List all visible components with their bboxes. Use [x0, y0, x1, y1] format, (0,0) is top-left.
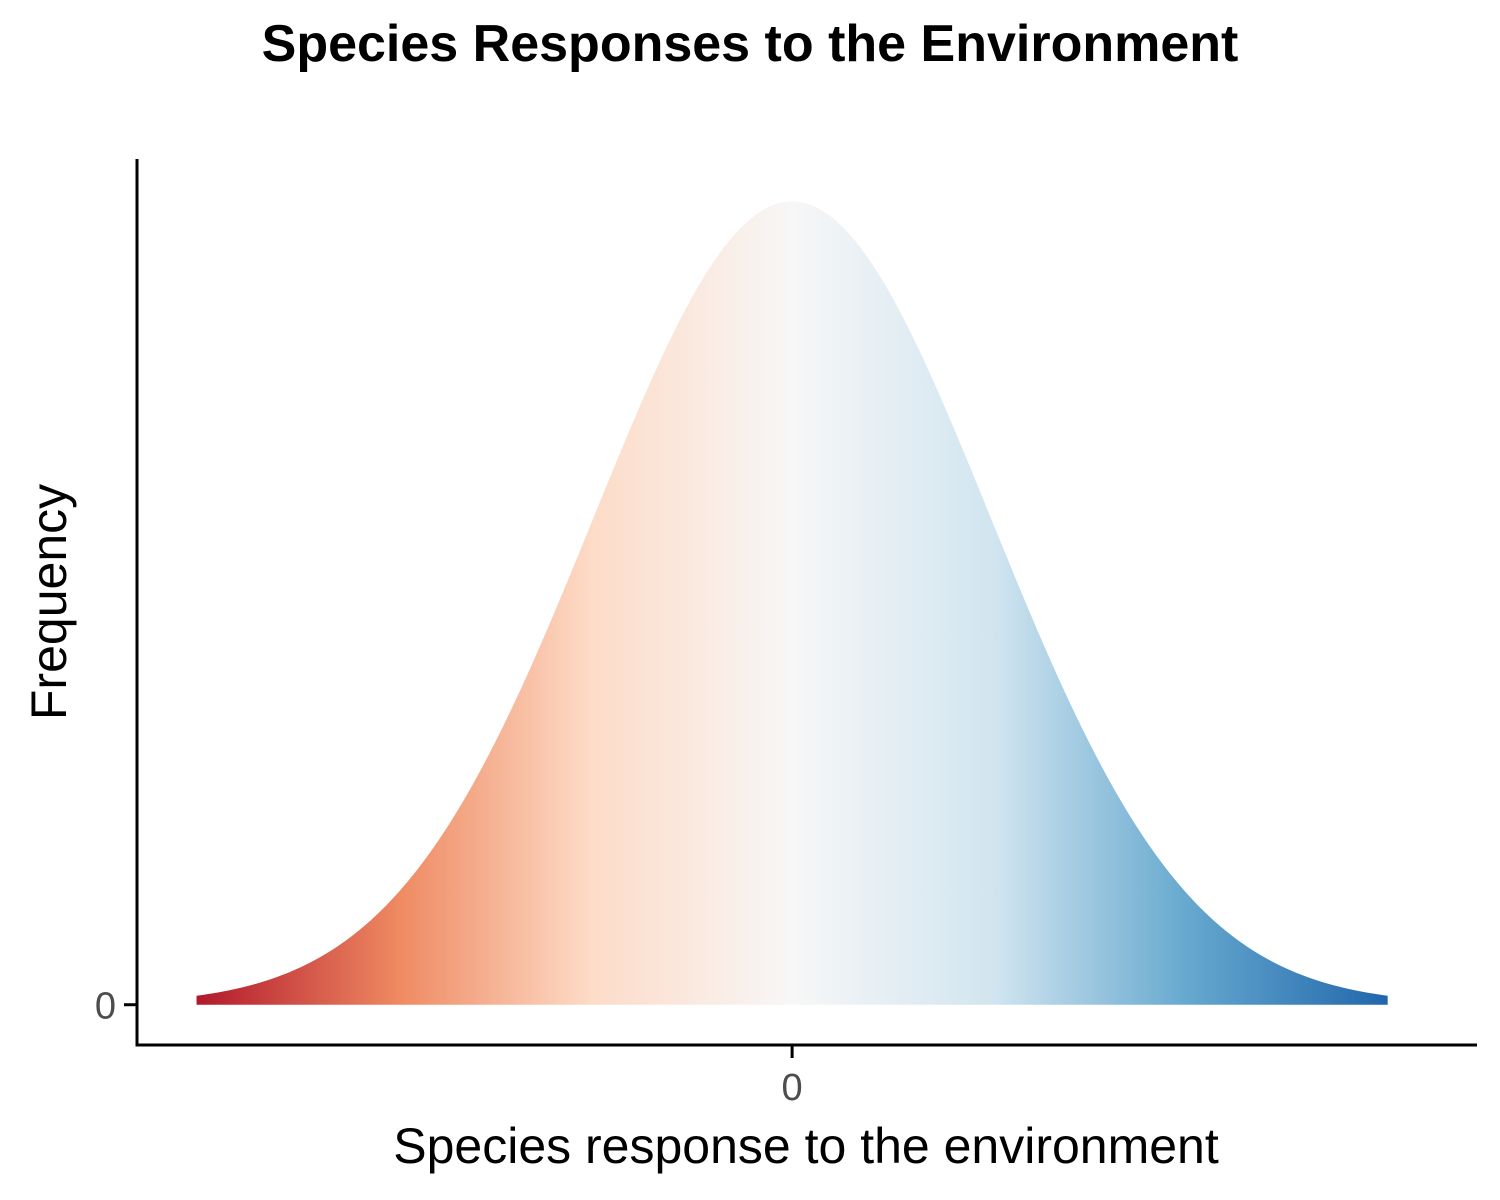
x-tick-label: 0 — [782, 1067, 803, 1109]
y-tick-label: 0 — [95, 986, 116, 1028]
density-area — [196, 201, 1388, 1005]
x-axis-title: Species response to the environment — [393, 1118, 1219, 1174]
chart-title: Species Responses to the Environment — [261, 15, 1239, 73]
y-axis-title: Frequency — [21, 484, 77, 720]
